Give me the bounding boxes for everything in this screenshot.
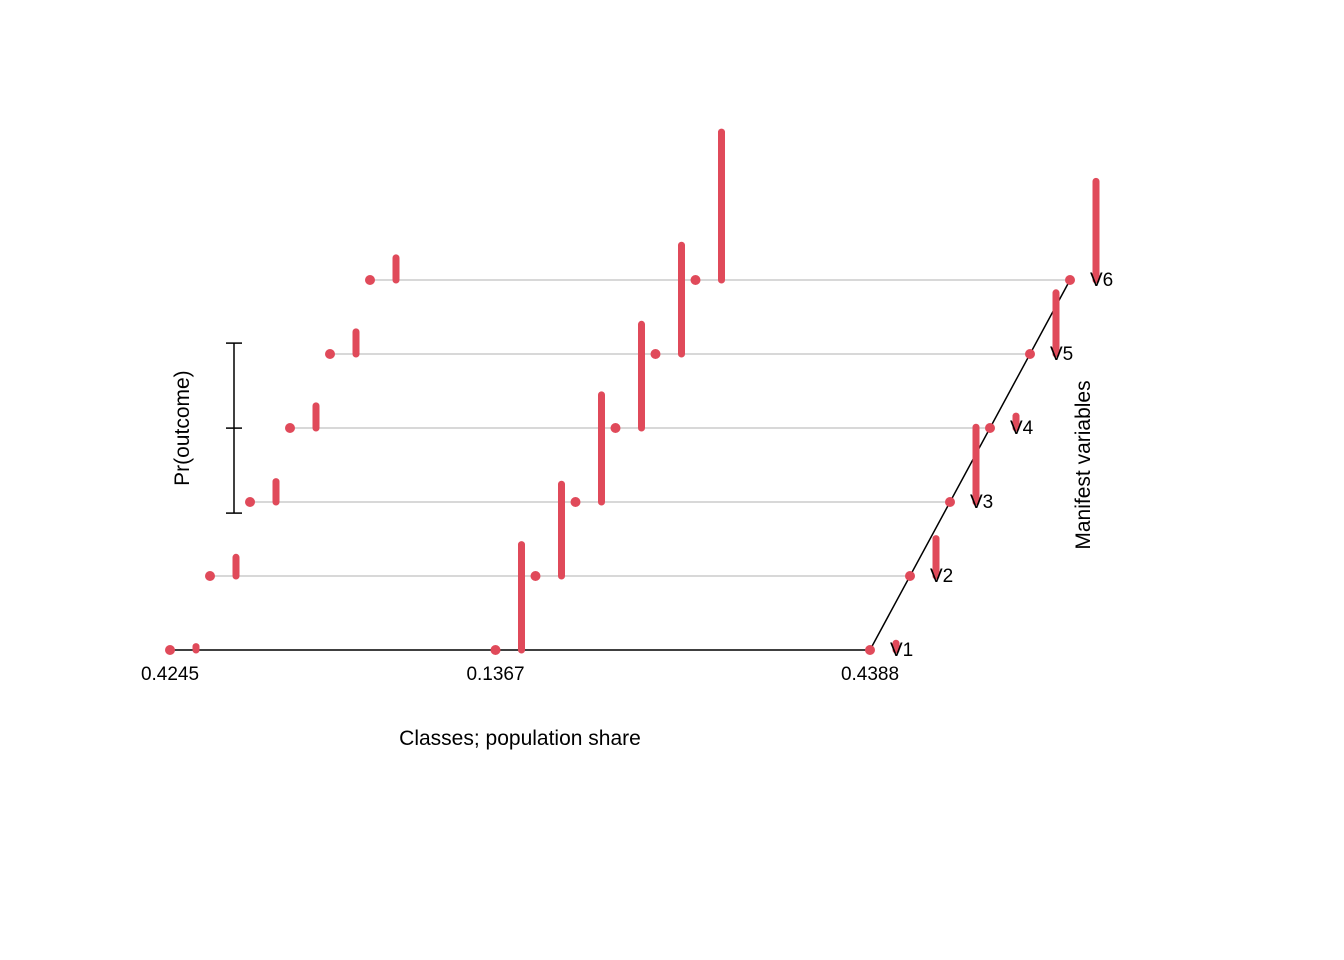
lca-3d-plot: 0.4245 0.1367 0.4388 V1 V2 V3 V4 V5 V6 Classes; p…	[0, 0, 1344, 960]
bar-base-dot	[531, 571, 541, 581]
z-tick-label: V2	[930, 566, 953, 587]
bar-base-dot	[165, 645, 175, 655]
y-axis-title: Pr(outcome)	[171, 370, 194, 486]
z-tick-label: V3	[970, 492, 993, 513]
z-axis	[870, 280, 1070, 650]
z-tick-label: V6	[1090, 270, 1113, 291]
bar-base-dot	[571, 497, 581, 507]
bar-base-dot	[611, 423, 621, 433]
x-tick-label: 0.4388	[841, 664, 899, 685]
bar-base-dot	[651, 349, 661, 359]
bar-base-dot	[491, 645, 501, 655]
x-tick-label: 0.4245	[141, 664, 199, 685]
bar-base-dot	[245, 497, 255, 507]
bar-base-dot	[285, 423, 295, 433]
bar-base-dot	[205, 571, 215, 581]
bar-base-dot	[945, 497, 955, 507]
bar-base-dot	[1025, 349, 1035, 359]
bar-base-dot	[365, 275, 375, 285]
x-axis-title: Classes; population share	[399, 727, 641, 750]
bar-base-dot	[691, 275, 701, 285]
bar-base-dot	[865, 645, 875, 655]
z-axis-title: Manifest variables	[1072, 380, 1095, 549]
bar-base-dot	[985, 423, 995, 433]
z-tick-label: V5	[1050, 344, 1073, 365]
bar-base-dot	[325, 349, 335, 359]
z-tick-label: V1	[890, 640, 913, 661]
z-tick-label: V4	[1010, 418, 1034, 439]
x-tick-label: 0.1367	[466, 664, 524, 685]
bar-base-dot	[1065, 275, 1075, 285]
bar-base-dot	[905, 571, 915, 581]
